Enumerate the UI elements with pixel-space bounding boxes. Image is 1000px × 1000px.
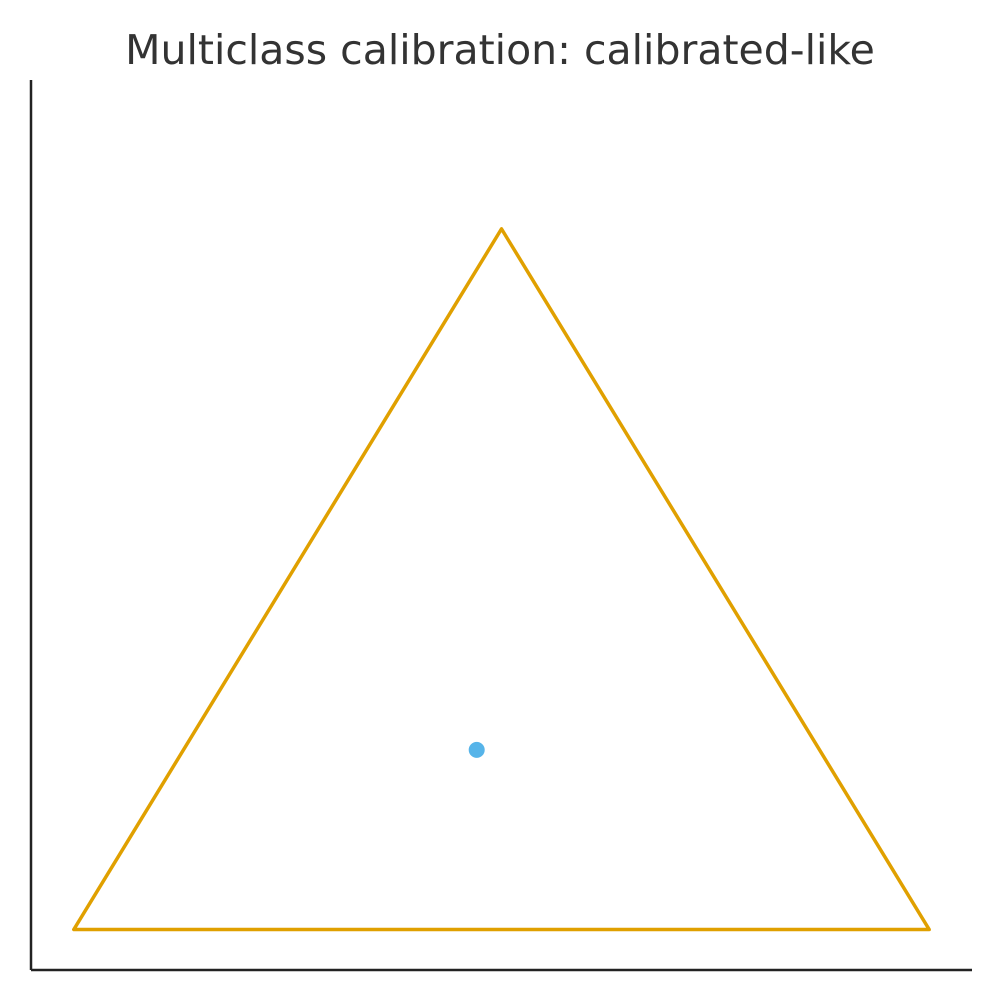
simplex-triangle xyxy=(72,227,931,932)
chart-title: Multiclass calibration: calibrated-like xyxy=(125,26,875,74)
data-points xyxy=(468,741,485,758)
data-point xyxy=(468,741,485,758)
